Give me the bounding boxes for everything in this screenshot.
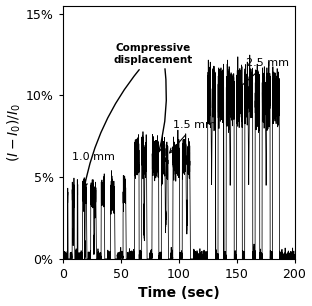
- Y-axis label: $(I-I_0)/I_0$: $(I-I_0)/I_0$: [6, 103, 23, 162]
- Text: 2.5 mm: 2.5 mm: [237, 58, 289, 90]
- X-axis label: Time (sec): Time (sec): [138, 286, 219, 300]
- Text: 1.5 mm: 1.5 mm: [170, 120, 216, 153]
- Text: 1.0 mm: 1.0 mm: [72, 152, 115, 162]
- Text: Compressive
displacement: Compressive displacement: [83, 43, 193, 188]
